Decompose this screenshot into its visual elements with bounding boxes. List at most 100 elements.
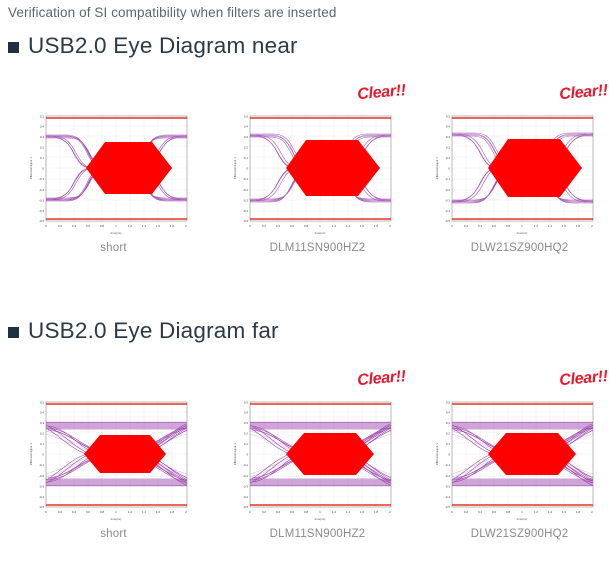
svg-text:0.2: 0.2	[262, 224, 267, 228]
svg-text:0: 0	[249, 224, 251, 228]
figure-far-short[interactable]: 0 0.2 0.4 0.6 0.8 1 1.2 1.4 1.6 1.8 2 0.5 0.4 0.3…	[26, 388, 201, 526]
figure-near-dlw21sz900hq2[interactable]: Clear!!	[432, 82, 609, 240]
clear-badge-far-1: Clear!!	[357, 368, 407, 390]
svg-text:0.3: 0.3	[446, 135, 451, 139]
svg-text:2: 2	[185, 224, 187, 228]
svg-text:-0.1: -0.1	[39, 463, 45, 467]
eye-diagram-plot-near-short: 0 0.2 0.4 0.6 0.8 1 1.2 1.4 1.6 1.8 2 0.5 0.4 0.3…	[26, 102, 201, 240]
eye-diagram-plot-far-short: 0 0.2 0.4 0.6 0.8 1 1.2 1.4 1.6 1.8 2 0.5 0.4 0.3…	[26, 388, 201, 526]
figure-caption-far-1: DLM11SN900HZ2	[269, 528, 366, 540]
svg-text:1: 1	[319, 510, 321, 514]
svg-text:0.3: 0.3	[40, 135, 45, 139]
svg-text:1.6: 1.6	[562, 510, 567, 514]
svg-text:0.4: 0.4	[478, 224, 483, 228]
svg-text:2: 2	[389, 224, 391, 228]
eye-plot-svg: 0 0.2 0.4 0.6 0.8 1 1.2 1.4 1.6 1.8 2 0.5 0.4 0.3…	[230, 388, 405, 526]
svg-text:-0.3: -0.3	[243, 199, 249, 203]
section-heading-near-label: USB2.0 Eye Diagram near	[28, 33, 298, 58]
svg-text:0.5: 0.5	[40, 401, 45, 405]
svg-text:-0.4: -0.4	[39, 495, 45, 499]
svg-text:0.8: 0.8	[304, 510, 309, 514]
svg-text:0.2: 0.2	[464, 510, 469, 514]
svg-text:0: 0	[451, 224, 453, 228]
svg-text:-0.3: -0.3	[445, 485, 451, 489]
figure-near-dlm11sn900hz2[interactable]: Clear!!	[230, 82, 407, 240]
svg-text:0.5: 0.5	[40, 115, 45, 119]
eye-diagram-plot-near-dlw21sz900hq2: 0 0.2 0.4 0.6 0.8 1 1.2 1.4 1.6 1.8 2 0.5 0.4 0.3…	[432, 102, 607, 240]
svg-text:time(ns): time(ns)	[315, 517, 326, 521]
svg-text:0.2: 0.2	[446, 432, 451, 436]
clear-badge-far-2: Clear!!	[559, 368, 609, 390]
svg-text:0.6: 0.6	[86, 510, 91, 514]
eye-mask-shape	[488, 139, 582, 197]
svg-text:0: 0	[45, 510, 47, 514]
svg-text:1: 1	[115, 224, 117, 228]
svg-text:-0.3: -0.3	[445, 199, 451, 203]
svg-text:1.8: 1.8	[170, 510, 175, 514]
clear-badge-near-2: Clear!!	[559, 82, 609, 104]
svg-text:0.8: 0.8	[506, 510, 511, 514]
svg-text:-0.1: -0.1	[243, 177, 249, 181]
svg-text:0.2: 0.2	[244, 432, 249, 436]
figure-far-dlm11sn900hz2[interactable]: Clear!!	[230, 368, 407, 526]
figure-caption-far-0: short	[100, 528, 127, 540]
svg-text:-0.3: -0.3	[243, 485, 249, 489]
svg-text:-0.2: -0.2	[39, 188, 45, 192]
svg-text:time(ns): time(ns)	[517, 231, 528, 235]
svg-text:time(ns): time(ns)	[111, 517, 122, 521]
svg-text:0.2: 0.2	[262, 510, 267, 514]
svg-text:0.1: 0.1	[446, 156, 451, 160]
svg-text:1.4: 1.4	[548, 510, 553, 514]
svg-text:0.4: 0.4	[276, 510, 281, 514]
svg-text:1.8: 1.8	[576, 510, 581, 514]
eye-mask-shape	[84, 435, 166, 473]
svg-text:0: 0	[246, 167, 248, 171]
page-subtitle: Verification of SI compatibility when fi…	[8, 5, 337, 20]
svg-text:0.3: 0.3	[446, 421, 451, 425]
eye-diagram-plot-far-dlw21sz900hq2: 0 0.2 0.4 0.6 0.8 1 1.2 1.4 1.6 1.8 2 0.5 0.4 0.3…	[432, 388, 607, 526]
svg-text:1: 1	[115, 510, 117, 514]
svg-text:1: 1	[319, 224, 321, 228]
svg-text:0.2: 0.2	[446, 146, 451, 150]
svg-text:1.4: 1.4	[548, 224, 553, 228]
eye-plot-svg: 0 0.2 0.4 0.6 0.8 1 1.2 1.4 1.6 1.8 2 0.5 0.4 0.3…	[432, 102, 607, 240]
eye-diagram-plot-far-dlm11sn900hz2: 0 0.2 0.4 0.6 0.8 1 1.2 1.4 1.6 1.8 2 0.5 0.4 0.3…	[230, 388, 405, 526]
svg-text:0.2: 0.2	[464, 224, 469, 228]
svg-text:-0.4: -0.4	[445, 209, 451, 213]
eye-plot-svg: 0 0.2 0.4 0.6 0.8 1 1.2 1.4 1.6 1.8 2 0.5 0.4 0.3…	[26, 102, 201, 240]
svg-text:1.2: 1.2	[332, 224, 337, 228]
svg-text:0.6: 0.6	[86, 224, 91, 228]
svg-text:-0.4: -0.4	[445, 495, 451, 499]
figure-row-near: 0 0.2 0.4 0.6 0.8 1 1.2 1.4 1.6 1.8 2 0.5 0.4 0.3…	[0, 82, 609, 262]
eye-diagram-plot-near-dlm11sn900hz2: 0 0.2 0.4 0.6 0.8 1 1.2 1.4 1.6 1.8 2 0.5 0.4 0.3…	[230, 102, 405, 240]
svg-text:0.3: 0.3	[40, 421, 45, 425]
svg-text:-0.2: -0.2	[243, 474, 249, 478]
svg-text:1: 1	[521, 224, 523, 228]
figure-near-short[interactable]: 0 0.2 0.4 0.6 0.8 1 1.2 1.4 1.6 1.8 2 0.5 0.4 0.3…	[26, 102, 201, 240]
svg-text:0: 0	[448, 167, 450, 171]
svg-text:0.1: 0.1	[244, 442, 249, 446]
svg-text:0.2: 0.2	[58, 224, 63, 228]
svg-text:-0.4: -0.4	[243, 209, 249, 213]
svg-text:0.2: 0.2	[40, 432, 45, 436]
svg-text:-0.2: -0.2	[445, 474, 451, 478]
svg-text:2: 2	[591, 224, 593, 228]
svg-text:1.2: 1.2	[128, 510, 133, 514]
svg-text:0.2: 0.2	[58, 510, 63, 514]
svg-text:differential signal, V: differential signal, V	[233, 442, 237, 465]
figure-far-dlw21sz900hq2[interactable]: Clear!!	[432, 368, 609, 526]
figure-row-far: 0 0.2 0.4 0.6 0.8 1 1.2 1.4 1.6 1.8 2 0.5 0.4 0.3…	[0, 368, 609, 548]
svg-text:-0.5: -0.5	[243, 505, 249, 509]
svg-text:1.2: 1.2	[534, 510, 539, 514]
svg-text:0.2: 0.2	[244, 146, 249, 150]
svg-text:0.8: 0.8	[100, 510, 105, 514]
svg-text:0.5: 0.5	[244, 401, 249, 405]
svg-text:differential signal, V: differential signal, V	[435, 442, 439, 465]
svg-text:0.4: 0.4	[72, 510, 77, 514]
section-heading-far: USB2.0 Eye Diagram far	[8, 318, 279, 344]
svg-text:-0.3: -0.3	[39, 199, 45, 203]
svg-text:0.4: 0.4	[244, 411, 249, 415]
svg-text:-0.1: -0.1	[39, 177, 45, 181]
svg-text:time(ns): time(ns)	[517, 517, 528, 521]
svg-text:-0.4: -0.4	[243, 495, 249, 499]
